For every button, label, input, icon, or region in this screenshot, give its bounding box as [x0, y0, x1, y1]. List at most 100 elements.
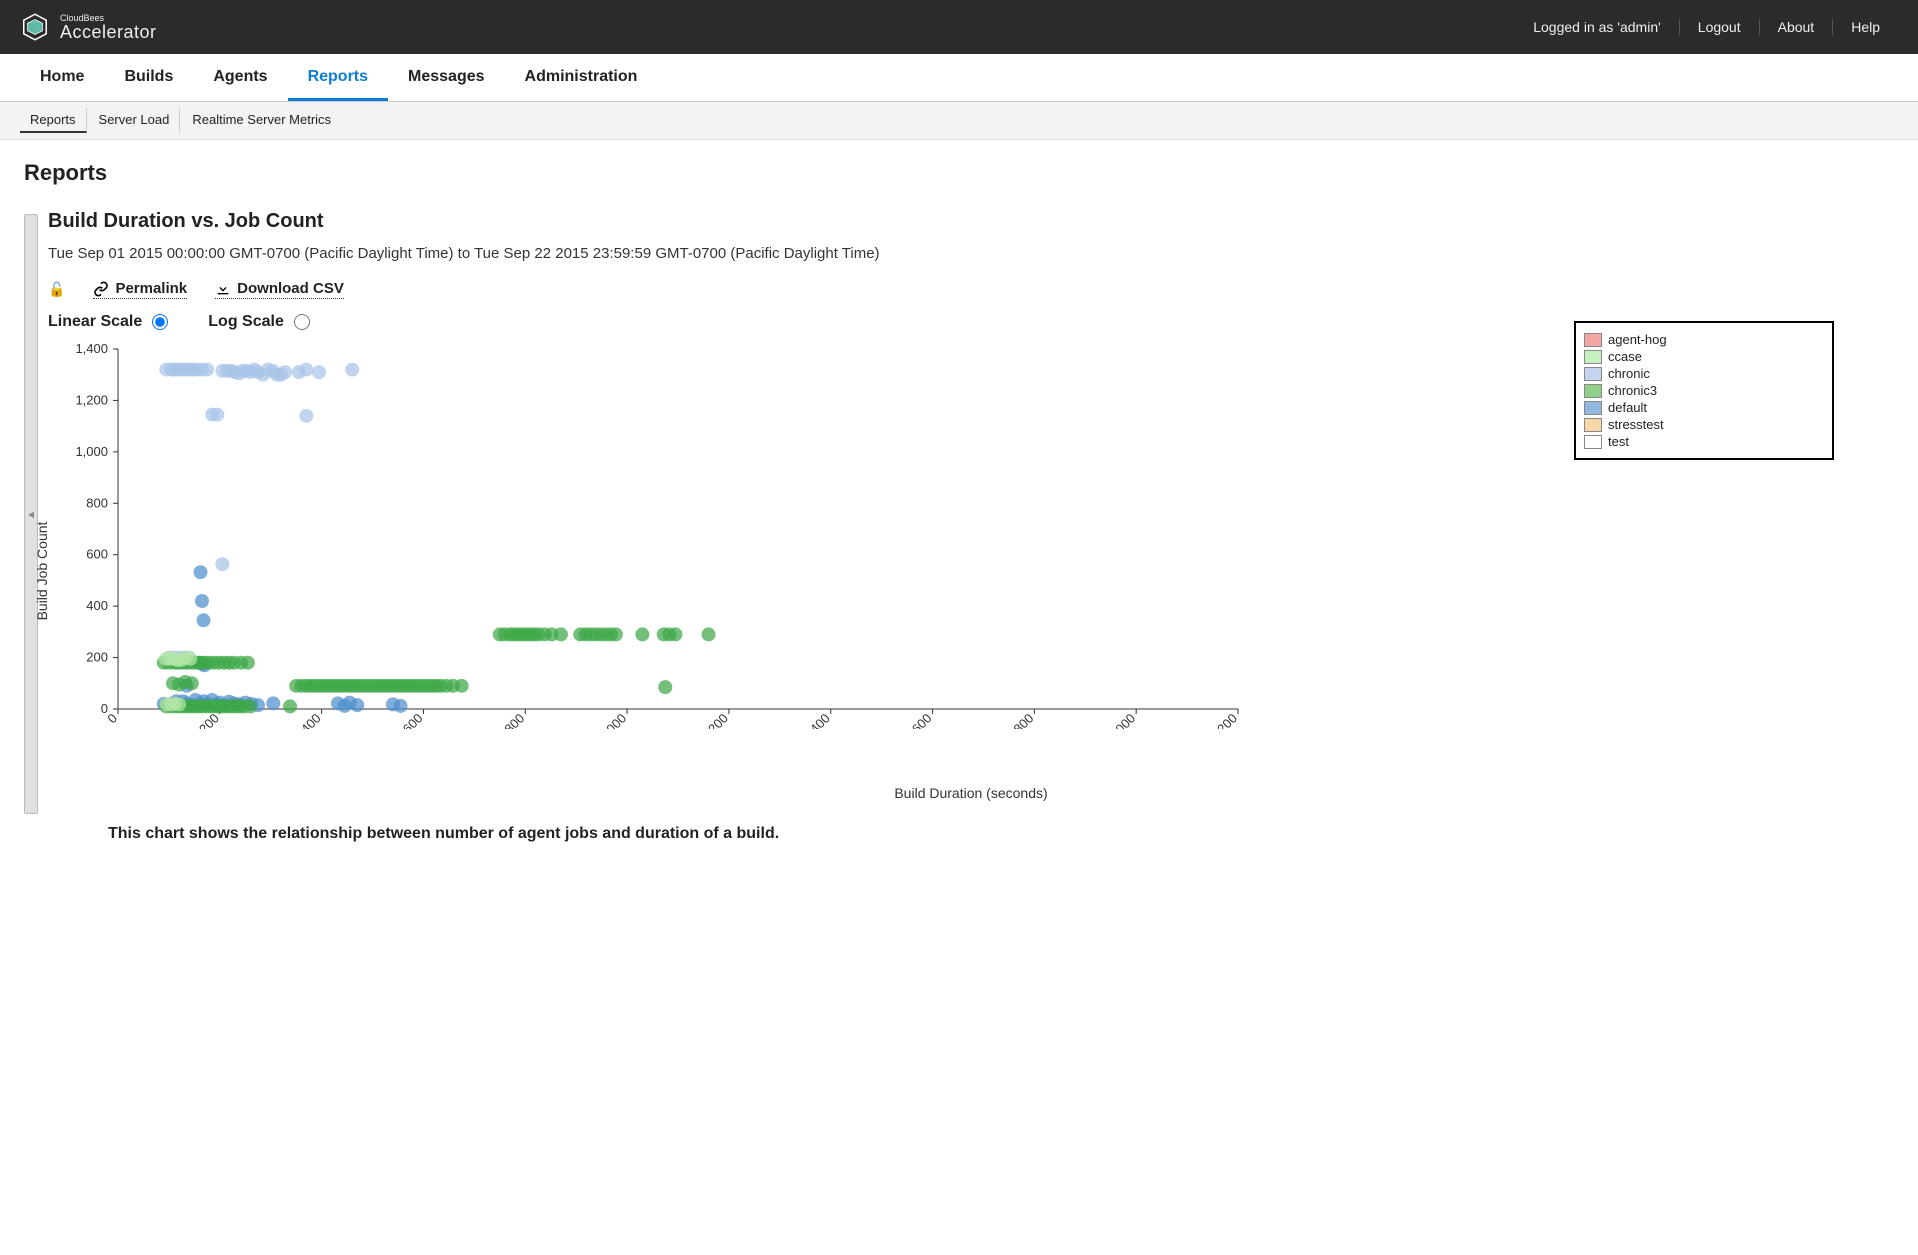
legend-item-test[interactable]: test [1584, 433, 1822, 450]
content: Reports Build Duration vs. Job Count Tue… [0, 140, 1918, 863]
svg-text:1,400: 1,400 [799, 711, 833, 729]
svg-text:400: 400 [298, 711, 324, 729]
data-point-default[interactable] [193, 565, 207, 579]
main-nav: HomeBuildsAgentsReportsMessagesAdministr… [0, 54, 1918, 102]
legend-item-agent-hog[interactable]: agent-hog [1584, 331, 1822, 348]
scale-log-radio[interactable] [294, 314, 310, 330]
download-csv-link[interactable]: Download CSV [215, 280, 344, 299]
topbar-right: Logged in as 'admin' Logout About Help [1515, 19, 1898, 35]
legend-item-default[interactable]: default [1584, 399, 1822, 416]
scale-linear-radio[interactable] [152, 314, 168, 330]
legend-item-chronic[interactable]: chronic [1584, 365, 1822, 382]
sub-nav-reports[interactable]: Reports [20, 108, 87, 133]
svg-text:1,200: 1,200 [75, 392, 108, 407]
svg-text:1,600: 1,600 [901, 711, 935, 729]
data-point-chronic3[interactable] [241, 656, 255, 670]
svg-text:800: 800 [86, 495, 108, 510]
lock-icon: 🔓 [48, 281, 65, 298]
main-nav-home[interactable]: Home [20, 54, 104, 101]
legend-label: chronic [1608, 366, 1650, 381]
scatter-chart: 02004006008001,0001,2001,400020040060080… [48, 341, 1258, 729]
data-point-chronic[interactable] [278, 365, 292, 379]
legend-label: ccase [1608, 349, 1642, 364]
legend-box: agent-hog ccase chronic chronic3 defaultstre… [1574, 321, 1834, 460]
data-point-chronic[interactable] [215, 557, 229, 571]
legend-item-chronic3[interactable]: chronic3 [1584, 382, 1822, 399]
data-point-chronic[interactable] [312, 365, 326, 379]
data-point-chronic3[interactable] [702, 627, 716, 641]
session-label: Logged in as 'admin' [1515, 19, 1679, 35]
legend-swatch [1584, 350, 1602, 364]
data-point-chronic[interactable] [210, 408, 224, 422]
legend-label: default [1608, 400, 1647, 415]
main-nav-builds[interactable]: Builds [104, 54, 193, 101]
data-point-chronic[interactable] [345, 363, 359, 377]
scale-linear-option[interactable]: Linear Scale [48, 313, 168, 331]
x-axis-label: Build Duration (seconds) [48, 785, 1894, 801]
legend-swatch [1584, 367, 1602, 381]
data-point-ccase[interactable] [172, 697, 186, 711]
collapse-sidebar-handle[interactable] [24, 214, 38, 814]
data-point-default[interactable] [195, 594, 209, 608]
svg-text:1,200: 1,200 [697, 711, 731, 729]
brand-logo-icon [20, 12, 50, 42]
data-point-default[interactable] [394, 699, 408, 713]
svg-text:400: 400 [86, 598, 108, 613]
svg-text:600: 600 [400, 711, 426, 729]
svg-text:1,000: 1,000 [75, 444, 108, 459]
logout-link[interactable]: Logout [1679, 19, 1759, 35]
sub-nav: ReportsServer LoadRealtime Server Metric… [0, 102, 1918, 140]
legend-label: agent-hog [1608, 332, 1667, 347]
page-title: Reports [24, 160, 1894, 186]
legend-swatch [1584, 418, 1602, 432]
download-icon [215, 281, 231, 297]
svg-text:1,000: 1,000 [596, 711, 630, 729]
legend-label: chronic3 [1608, 383, 1657, 398]
main-nav-agents[interactable]: Agents [193, 54, 287, 101]
main-nav-messages[interactable]: Messages [388, 54, 505, 101]
topbar: CloudBees Accelerator Logged in as 'admi… [0, 0, 1918, 54]
report-area: Build Duration vs. Job Count Tue Sep 01 … [24, 210, 1894, 843]
data-point-chronic3[interactable] [609, 627, 623, 641]
sub-nav-realtime-server-metrics[interactable]: Realtime Server Metrics [182, 108, 341, 133]
legend-swatch [1584, 435, 1602, 449]
svg-text:2,000: 2,000 [1105, 711, 1139, 729]
help-link[interactable]: Help [1832, 19, 1898, 35]
svg-text:1,400: 1,400 [75, 341, 108, 356]
legend-swatch [1584, 333, 1602, 347]
brand: CloudBees Accelerator [20, 12, 157, 42]
report-title: Build Duration vs. Job Count [48, 210, 1894, 233]
scale-log-option[interactable]: Log Scale [208, 313, 310, 331]
y-axis-label: Build Job Count [34, 522, 50, 621]
action-row: 🔓 Permalink Download CSV [48, 280, 1894, 299]
sub-nav-server-load[interactable]: Server Load [89, 108, 181, 133]
link-icon [93, 281, 109, 297]
scale-linear-label: Linear Scale [48, 313, 142, 331]
chart-wrap: agent-hogccasechronicchronic3defaultstre… [48, 341, 1894, 801]
data-point-default[interactable] [266, 696, 280, 710]
data-point-chronic3[interactable] [455, 679, 469, 693]
data-point-default[interactable] [350, 698, 364, 712]
data-point-default[interactable] [197, 613, 211, 627]
data-point-chronic3[interactable] [185, 676, 199, 690]
svg-text:2,200: 2,200 [1207, 711, 1241, 729]
data-point-chronic3[interactable] [243, 699, 257, 713]
scale-log-label: Log Scale [208, 313, 284, 331]
data-point-ccase[interactable] [183, 652, 197, 666]
data-point-chronic3[interactable] [554, 627, 568, 641]
data-point-chronic[interactable] [299, 409, 313, 423]
report-subtitle: Tue Sep 01 2015 00:00:00 GMT-0700 (Pacif… [48, 245, 1894, 262]
data-point-chronic3[interactable] [283, 699, 297, 713]
data-point-chronic[interactable] [299, 363, 313, 377]
permalink-link[interactable]: Permalink [93, 280, 187, 299]
data-point-chronic3[interactable] [635, 627, 649, 641]
data-point-chronic3[interactable] [668, 627, 682, 641]
main-nav-administration[interactable]: Administration [505, 54, 658, 101]
permalink-label: Permalink [115, 280, 187, 297]
data-point-chronic3[interactable] [658, 680, 672, 694]
data-point-chronic[interactable] [200, 363, 214, 377]
legend-item-ccase[interactable]: ccase [1584, 348, 1822, 365]
main-nav-reports[interactable]: Reports [288, 54, 388, 101]
about-link[interactable]: About [1759, 19, 1833, 35]
legend-item-stresstest[interactable]: stresstest [1584, 416, 1822, 433]
